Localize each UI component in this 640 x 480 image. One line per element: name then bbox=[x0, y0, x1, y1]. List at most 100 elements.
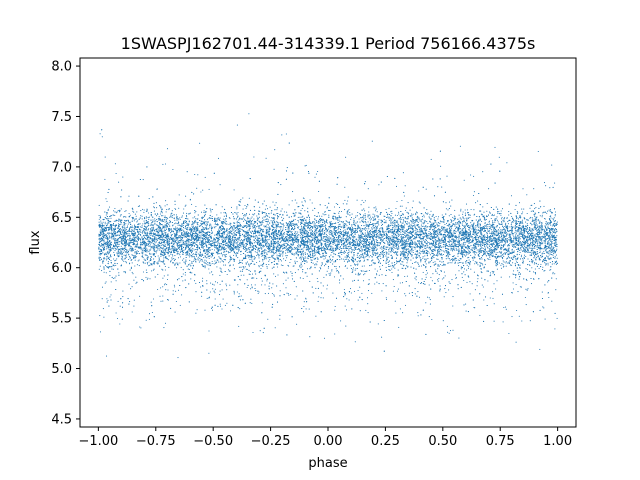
data-point bbox=[453, 243, 455, 245]
data-point bbox=[449, 259, 451, 261]
data-point bbox=[484, 263, 486, 265]
data-point bbox=[476, 281, 478, 283]
data-point bbox=[164, 244, 166, 246]
data-point bbox=[239, 270, 241, 272]
data-point bbox=[188, 241, 190, 243]
data-point bbox=[322, 227, 324, 229]
data-point bbox=[531, 253, 533, 255]
data-point bbox=[349, 288, 352, 290]
data-point bbox=[451, 279, 453, 281]
data-point bbox=[324, 211, 326, 213]
data-point bbox=[343, 251, 345, 253]
data-point bbox=[173, 243, 175, 245]
data-point bbox=[248, 265, 250, 267]
data-point bbox=[112, 229, 114, 231]
data-point bbox=[541, 225, 543, 227]
data-point bbox=[382, 229, 384, 231]
data-point bbox=[315, 231, 317, 233]
data-point bbox=[429, 214, 431, 216]
data-point bbox=[311, 256, 313, 258]
data-point bbox=[128, 222, 130, 224]
data-point bbox=[138, 223, 140, 225]
data-point bbox=[306, 275, 308, 277]
data-point bbox=[411, 225, 413, 227]
data-point bbox=[417, 253, 419, 255]
data-point bbox=[247, 230, 249, 232]
data-point bbox=[349, 247, 351, 249]
data-point bbox=[509, 226, 511, 228]
data-point bbox=[276, 220, 278, 222]
data-point bbox=[273, 273, 275, 275]
data-point bbox=[126, 225, 129, 227]
data-point bbox=[534, 239, 537, 241]
data-point bbox=[356, 254, 358, 256]
data-point bbox=[266, 228, 268, 230]
data-point bbox=[267, 257, 269, 259]
data-point bbox=[123, 223, 126, 225]
data-point bbox=[305, 221, 307, 223]
data-point bbox=[274, 149, 276, 151]
data-point bbox=[414, 220, 416, 222]
data-point bbox=[260, 270, 262, 272]
data-point bbox=[364, 244, 366, 246]
data-point bbox=[385, 240, 387, 242]
data-point bbox=[428, 228, 431, 230]
data-point bbox=[339, 247, 341, 249]
data-point bbox=[149, 253, 151, 255]
data-point bbox=[115, 275, 117, 277]
data-point bbox=[202, 216, 205, 218]
data-point bbox=[461, 223, 463, 225]
data-point bbox=[462, 211, 464, 213]
data-point bbox=[286, 292, 288, 294]
data-point bbox=[419, 249, 421, 251]
data-point bbox=[448, 245, 450, 247]
data-point bbox=[272, 250, 274, 252]
data-point bbox=[388, 247, 390, 249]
data-point bbox=[228, 262, 230, 264]
data-point bbox=[171, 210, 173, 212]
data-point bbox=[102, 240, 104, 242]
data-point bbox=[517, 230, 519, 232]
data-point bbox=[175, 214, 178, 216]
data-point bbox=[431, 280, 433, 282]
data-point bbox=[263, 258, 265, 260]
data-point bbox=[312, 255, 314, 257]
data-point bbox=[315, 315, 317, 317]
data-point bbox=[553, 220, 555, 223]
data-point bbox=[456, 239, 458, 241]
data-point bbox=[463, 179, 465, 181]
data-point bbox=[254, 247, 256, 249]
data-point bbox=[555, 250, 557, 252]
data-point bbox=[397, 288, 399, 290]
data-point bbox=[402, 218, 404, 220]
data-point bbox=[239, 259, 241, 261]
data-point bbox=[518, 216, 520, 219]
data-point bbox=[514, 220, 516, 222]
data-point bbox=[226, 238, 228, 240]
data-point bbox=[158, 238, 160, 240]
data-point bbox=[320, 265, 322, 267]
data-point bbox=[240, 244, 242, 246]
data-point bbox=[154, 219, 156, 222]
data-point bbox=[443, 296, 445, 298]
data-point bbox=[360, 242, 362, 244]
data-point bbox=[133, 305, 135, 307]
data-point bbox=[425, 267, 427, 269]
data-point bbox=[530, 229, 532, 231]
data-point bbox=[299, 256, 302, 258]
data-point bbox=[108, 217, 110, 220]
data-point bbox=[315, 287, 317, 289]
data-point bbox=[253, 242, 255, 244]
data-point bbox=[551, 263, 553, 265]
data-point bbox=[136, 245, 138, 247]
data-point bbox=[551, 230, 554, 232]
data-point bbox=[279, 213, 281, 215]
data-point bbox=[399, 263, 402, 265]
data-point bbox=[411, 236, 413, 238]
data-point bbox=[122, 176, 124, 178]
data-point bbox=[391, 212, 393, 215]
data-point bbox=[452, 258, 454, 260]
data-point bbox=[319, 266, 321, 268]
data-point bbox=[99, 215, 102, 217]
data-point bbox=[299, 264, 301, 266]
